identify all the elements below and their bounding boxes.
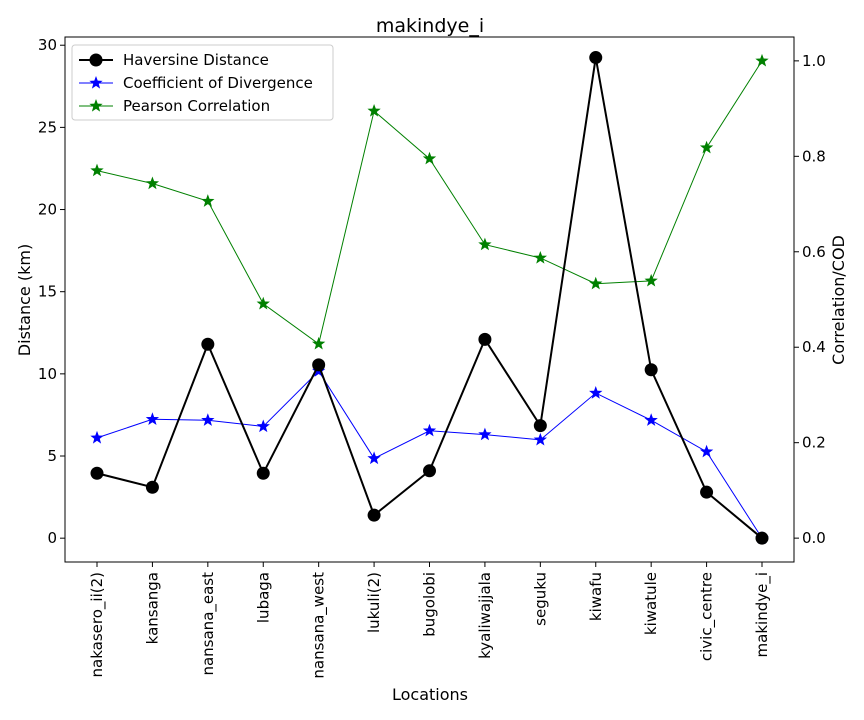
x-tick-label: kiwafu — [587, 572, 605, 621]
pearson-correlation-point — [312, 336, 326, 350]
pearson-correlation-point — [367, 103, 381, 117]
left-y-tick-label: 25 — [38, 118, 57, 136]
legend-label: Coefficient of Divergence — [123, 74, 313, 92]
x-tick-label: seguku — [531, 572, 549, 626]
series-layer — [90, 51, 769, 545]
axes-layer: nakasero_ii(2) kansanga nansana_east lubaga… — [38, 36, 826, 678]
coefficient-of-divergence-point — [422, 423, 437, 437]
pearson-correlation-point — [533, 250, 547, 264]
pearson-correlation-point — [478, 237, 492, 251]
x-tick-label: lubaga — [254, 572, 272, 623]
left-y-axis-label: Distance (km) — [15, 244, 34, 356]
right-y-tick-label: 0.0 — [802, 529, 826, 547]
haversine-distance-point — [90, 466, 104, 480]
haversine-distance-point — [478, 332, 492, 346]
haversine-distance-point — [755, 531, 769, 545]
coefficient-of-divergence-point — [699, 444, 714, 458]
haversine-distance-point — [589, 51, 603, 65]
haversine-distance-point — [145, 480, 159, 494]
haversine-distance-point — [312, 358, 326, 372]
chart-title: makindye_i — [376, 15, 484, 37]
haversine-distance-point — [256, 466, 270, 480]
left-y-tick-label: 15 — [38, 283, 57, 301]
x-tick-label: kansanga — [143, 572, 161, 644]
coefficient-of-divergence-point — [533, 432, 547, 446]
right-y-tick-label: 1.0 — [802, 52, 826, 70]
legend-label: Pearson Correlation — [123, 97, 270, 115]
pearson-correlation-point — [256, 296, 270, 310]
right-y-tick-label: 0.8 — [802, 147, 826, 165]
x-tick-label: nansana_west — [310, 572, 329, 679]
left-y-tick-label: 10 — [38, 365, 57, 383]
x-tick-label: nakasero_ii(2) — [88, 572, 107, 677]
coefficient-of-divergence-point — [201, 413, 215, 426]
pearson-correlation-point — [145, 176, 160, 190]
x-tick-label: kyaliwajjala — [476, 572, 494, 659]
coefficient-of-divergence-point — [145, 412, 160, 425]
coefficient-of-divergence-point — [644, 413, 658, 426]
coefficient-of-divergence-point — [90, 430, 104, 444]
x-axis-label: Locations — [392, 685, 468, 704]
pearson-correlation-point — [90, 163, 104, 177]
legend-marker-haversine-distance — [89, 53, 103, 67]
coefficient-of-divergence-point — [478, 427, 492, 441]
haversine-distance-point — [423, 464, 436, 478]
pearson-correlation-point — [644, 273, 658, 287]
haversine-distance-point — [201, 337, 215, 351]
x-tick-label: lukuli(2) — [365, 572, 383, 633]
pearson-correlation-point — [422, 151, 437, 165]
pearson-correlation-point — [201, 194, 215, 207]
coefficient-of-divergence-point — [367, 451, 381, 465]
x-tick-label: bugolobi — [421, 572, 439, 637]
legend-label: Haversine Distance — [123, 51, 269, 69]
left-y-tick-label: 20 — [38, 201, 57, 219]
right-y-axis-label: Correlation/COD — [829, 235, 848, 365]
haversine-distance-point — [700, 485, 714, 499]
right-y-tick-label: 0.2 — [802, 434, 826, 452]
legend-box — [71, 44, 334, 121]
pearson-correlation-point — [755, 53, 769, 67]
coefficient-of-divergence-point — [589, 386, 603, 399]
legend: Haversine Distance Coefficient of Diverge… — [71, 44, 334, 121]
left-y-tick-label: 0 — [47, 529, 57, 547]
right-y-tick-label: 0.6 — [802, 243, 826, 261]
legend-marker-pearson-correlation — [89, 99, 103, 112]
left-y-tick-label: 5 — [47, 447, 57, 465]
coefficient-of-divergence-point — [256, 419, 270, 433]
x-tick-label: makindye_i — [753, 572, 772, 657]
x-tick-label: nansana_east — [199, 572, 218, 676]
x-tick-label: civic_centre — [698, 572, 717, 661]
left-y-tick-label: 30 — [38, 36, 57, 54]
pearson-correlation-point — [589, 276, 603, 290]
right-y-tick-label: 0.4 — [802, 338, 826, 356]
haversine-distance-point — [644, 363, 658, 377]
legend-marker-coefficient-of-divergence — [89, 76, 103, 89]
haversine-distance-point — [367, 508, 381, 522]
haversine-distance-point — [533, 419, 547, 433]
pearson-correlation-point — [699, 140, 714, 154]
x-tick-label: kiwatule — [642, 572, 660, 635]
